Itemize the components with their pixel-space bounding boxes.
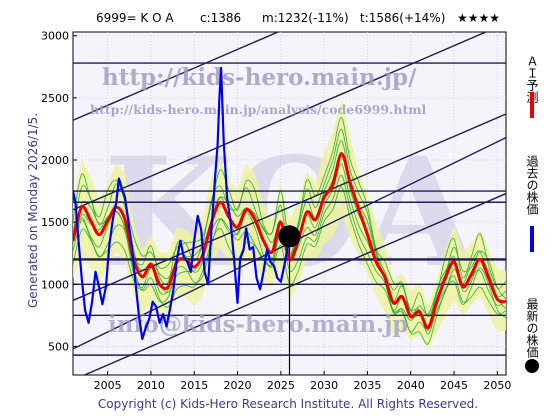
channel-line-0 — [73, 32, 280, 121]
x-tick-label-5: 2030 — [310, 379, 338, 392]
x-tick-label-0: 2005 — [94, 379, 122, 392]
legend-past-label: 過去の株価 — [525, 155, 539, 215]
x-tick-label-1: 2010 — [137, 379, 165, 392]
y-tick-label-1: 1000 — [41, 278, 69, 291]
current-price: c:1386 — [200, 11, 241, 25]
mid-price: m:1232(-11%) — [262, 11, 349, 25]
watermark-url: http://kids-hero.main.jp/ — [102, 64, 417, 91]
x-tick-label-4: 2025 — [267, 379, 295, 392]
past-price-line — [73, 66, 291, 341]
legend-latest-label: 最新の株価 — [525, 298, 539, 358]
y-tick-label-3: 2000 — [41, 154, 69, 167]
rating-stars: ★★★★ — [457, 11, 500, 25]
y-tick-label-2: 1500 — [41, 216, 69, 229]
channel-line-2 — [73, 113, 506, 302]
stock-code: 6999= K O A — [96, 11, 174, 25]
y-tick-label-5: 3000 — [41, 30, 69, 43]
simulation-fill — [73, 97, 506, 350]
latest-price-marker — [278, 225, 301, 248]
watermark-analysis-url: http://kids-hero.main.jp/analysis/code69… — [90, 102, 426, 117]
target-price: t:1586(+14%) — [360, 11, 445, 25]
legend: ＡＩ予測 過去の株価 最新の株価 — [525, 55, 539, 373]
x-tick-label-3: 2020 — [224, 379, 252, 392]
x-tick-label-8: 2045 — [440, 379, 468, 392]
y-tick-label-0: 500 — [48, 340, 69, 353]
y-axis: 500 1000 1500 2000 2500 3000 — [41, 30, 77, 353]
watermark-email: info@kids-hero.main.jp — [108, 311, 408, 338]
x-tick-label-2: 2015 — [180, 379, 208, 392]
generated-date: Generated on Monday 2026/1/5. — [26, 113, 40, 308]
header: 6999= K O A c:1386 m:1232(-11%) t:1586(+… — [96, 11, 500, 25]
legend-latest-swatch — [525, 359, 539, 373]
legend-ai-label: ＡＩ予測 — [525, 55, 539, 104]
copyright: Copyright (c) Kids-Hero Research Institu… — [98, 397, 478, 411]
channel-line-1 — [73, 32, 488, 211]
x-tick-label-9: 2050 — [483, 379, 511, 392]
x-axis: 2005 2010 2015 2020 2025 2030 2035 2040 2045 2050 — [94, 371, 511, 392]
x-tick-label-7: 2040 — [397, 379, 425, 392]
x-tick-label-6: 2035 — [353, 379, 381, 392]
y-tick-label-4: 2500 — [41, 92, 69, 105]
